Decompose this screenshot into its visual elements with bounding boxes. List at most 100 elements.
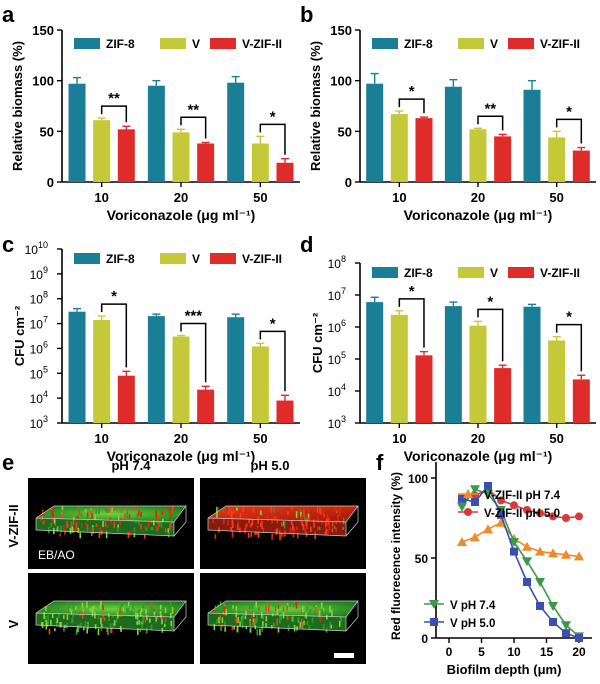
biofilm-speck <box>71 618 73 624</box>
biofilm-speck <box>102 613 105 619</box>
biofilm-speck <box>75 522 78 530</box>
x-tick-label: 10 <box>507 645 521 659</box>
biofilm-speck <box>119 607 121 614</box>
biofilm-speck <box>146 614 148 621</box>
biofilm-speck <box>128 608 131 612</box>
biofilm-speck <box>129 532 131 536</box>
biofilm-speck <box>221 617 224 623</box>
biofilm-speck <box>51 613 54 619</box>
bar-v <box>390 314 408 423</box>
panel-letter-c: c <box>2 232 14 257</box>
biofilm-speck <box>150 603 153 610</box>
biofilm-speck <box>100 626 103 632</box>
biofilm-speck <box>232 605 234 609</box>
bar-v <box>390 114 408 182</box>
biofilm-speck <box>283 521 286 529</box>
data-point <box>483 524 493 534</box>
biofilm-speck <box>118 611 121 618</box>
biofilm-speck <box>85 522 88 528</box>
biofilm-speck <box>66 614 69 620</box>
biofilm-speck <box>293 526 295 534</box>
biofilm-speck <box>322 623 325 629</box>
biofilm-speck <box>170 518 173 524</box>
biofilm-speck <box>251 519 254 526</box>
biofilm-speck <box>325 614 328 620</box>
data-point <box>536 602 544 610</box>
biofilm-speck <box>241 621 244 629</box>
y-tick-label: 103 <box>328 414 346 431</box>
biofilm-speck <box>303 620 305 625</box>
biofilm-speck <box>318 611 321 617</box>
biofilm-speck <box>307 517 310 522</box>
y-axis-label: Relative biomass (%) <box>308 41 323 171</box>
biofilm-speck <box>331 528 334 533</box>
biofilm-speck <box>164 618 167 623</box>
biofilm-speck <box>72 519 75 526</box>
data-point <box>509 538 519 547</box>
bar-v-zif-ii <box>276 162 294 182</box>
series-line <box>461 488 580 638</box>
biofilm-speck <box>292 524 294 531</box>
y-tick-exponent: 5 <box>341 350 346 360</box>
biofilm-speck <box>87 623 89 630</box>
biofilm-speck <box>77 625 79 633</box>
biofilm-speck <box>159 604 162 610</box>
biofilm-speck <box>326 513 329 520</box>
biofilm-speck <box>249 628 252 633</box>
biofilm-speck <box>149 618 151 623</box>
bar-v <box>93 319 111 423</box>
biofilm-speck <box>164 528 167 533</box>
y-tick-label: 0 <box>345 175 352 190</box>
biofilm-speck <box>218 617 220 623</box>
biofilm-speck <box>90 528 93 534</box>
biofilm-speck <box>255 507 257 513</box>
biofilm-speck <box>113 506 115 511</box>
biofilm-speck <box>158 521 160 527</box>
biofilm-speck <box>161 615 164 620</box>
biofilm-speck <box>313 522 315 528</box>
biofilm-speck <box>261 525 263 529</box>
biofilm-speck <box>56 526 59 532</box>
biofilm-speck <box>112 622 115 629</box>
y-tick-label: 0 <box>47 175 54 190</box>
biofilm-speck <box>242 512 244 518</box>
panel-a: a 0 50 100 150 Relative biomass (%) 10 ** 20 ** 50… <box>2 2 300 223</box>
biofilm-speck <box>53 518 56 524</box>
y-tick-label: 150 <box>32 23 54 38</box>
biofilm-speck <box>60 622 62 628</box>
biofilm-speck <box>104 521 107 527</box>
biofilm-speck <box>135 517 137 523</box>
significance-mark: * <box>409 83 415 100</box>
significance-mark: * <box>409 283 415 300</box>
x-tick-label: 10 <box>392 190 406 205</box>
significance-mark: * <box>566 309 572 326</box>
x-tick-label: 5 <box>478 645 485 659</box>
biofilm-speck <box>252 621 254 627</box>
y-tick-exponent: 6 <box>43 339 48 349</box>
biofilm-speck <box>120 610 123 618</box>
biofilm-speck <box>276 528 279 533</box>
biofilm-speck <box>120 603 123 608</box>
biofilm-speck <box>59 533 61 537</box>
col-label: pH 5.0 <box>250 458 289 473</box>
biofilm-speck <box>216 512 218 518</box>
biofilm-speck <box>94 624 97 630</box>
biofilm-speck <box>41 621 44 628</box>
x-tick-label: 10 <box>392 431 406 446</box>
biofilm-speck <box>170 620 173 626</box>
biofilm-speck <box>244 528 246 534</box>
biofilm-speck <box>47 526 50 534</box>
biofilm-speck <box>220 624 222 631</box>
biofilm-speck <box>257 531 260 538</box>
biofilm-speck <box>260 510 262 516</box>
biofilm-speck <box>265 606 267 612</box>
biofilm-speck <box>137 628 139 635</box>
biofilm-speck <box>235 612 238 618</box>
biofilm-speck <box>329 605 331 613</box>
data-point <box>523 506 531 514</box>
biofilm-speck <box>309 608 312 615</box>
biofilm-speck <box>261 625 263 632</box>
biofilm-speck <box>126 607 128 615</box>
biofilm-speck <box>57 606 59 612</box>
biofilm-speck <box>255 616 258 624</box>
